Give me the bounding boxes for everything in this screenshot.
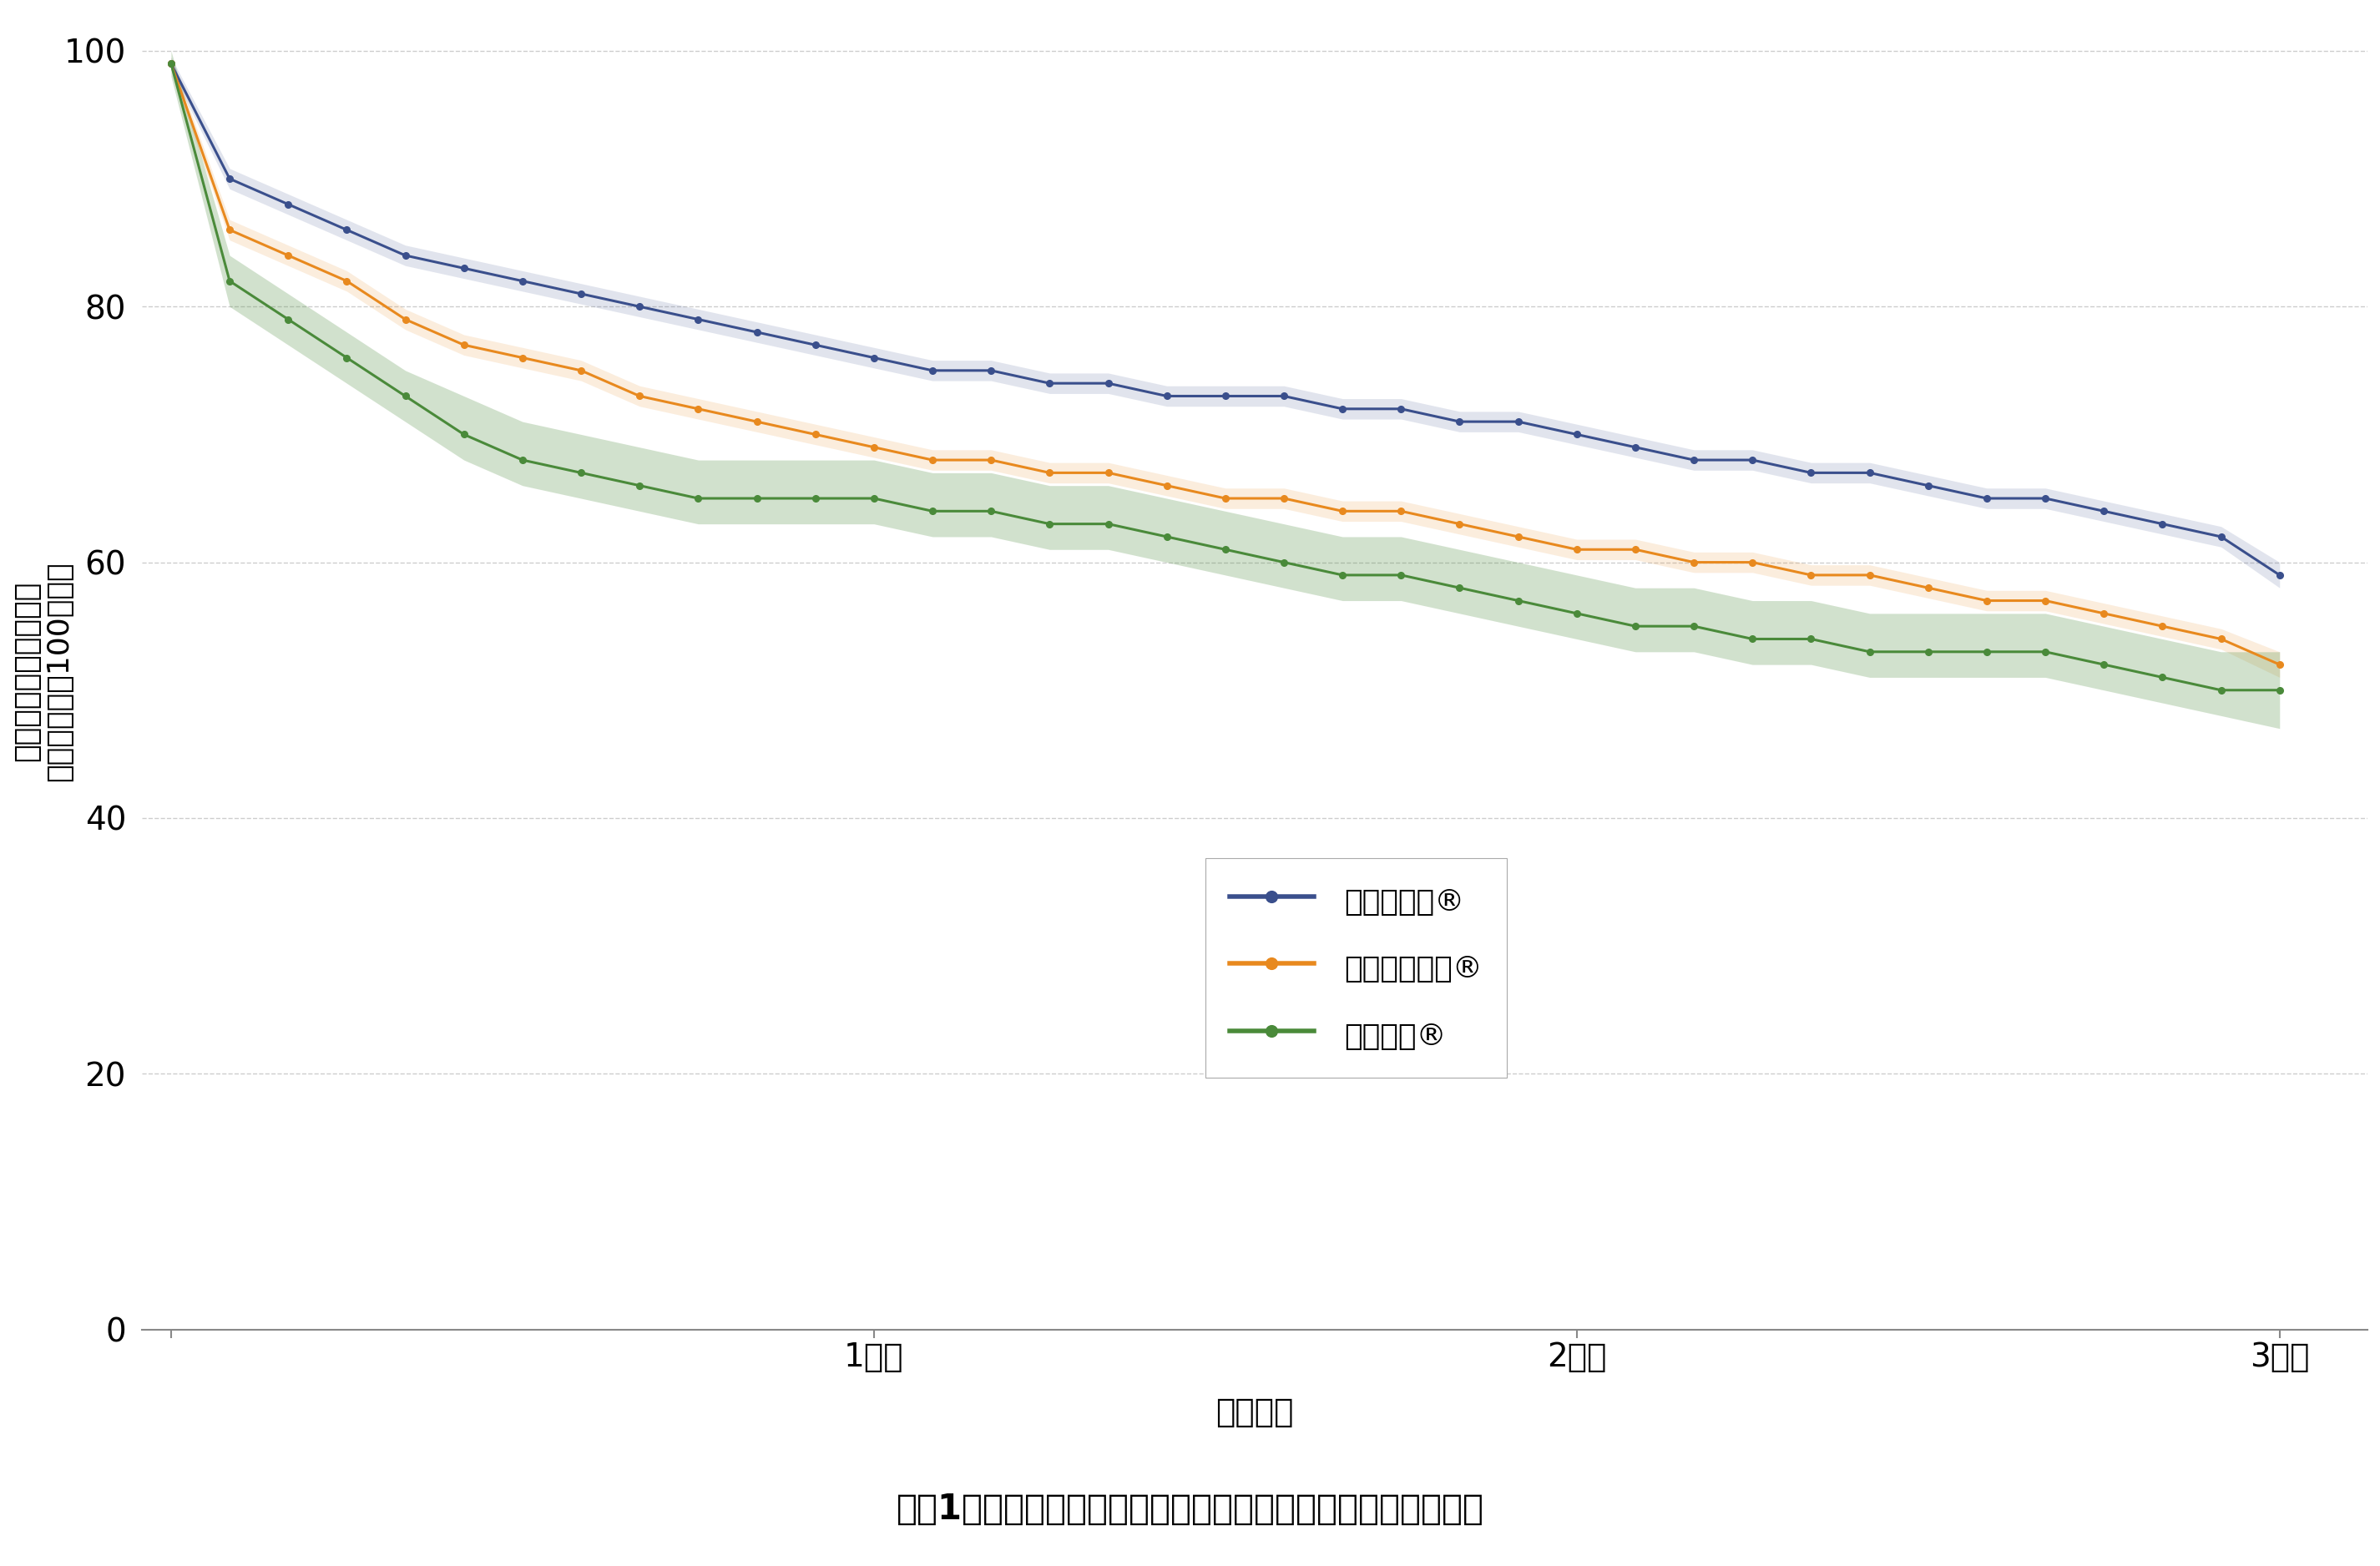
Text: 『図1：子どもと保護者の舌下免疫療法の治療遵守率の推移』: 『図1：子どもと保護者の舌下免疫療法の治療遵守率の推移』	[897, 1492, 1483, 1527]
Y-axis label: 舌下免疫療法の遵守率
（処方日数／100人日）: 舌下免疫療法の遵守率 （処方日数／100人日）	[12, 561, 74, 781]
X-axis label: 追跡期間: 追跡期間	[1216, 1397, 1295, 1428]
Legend: シダキュア®, ミティキュア®, アシテア®: シダキュア®, ミティキュア®, アシテア®	[1204, 858, 1507, 1077]
